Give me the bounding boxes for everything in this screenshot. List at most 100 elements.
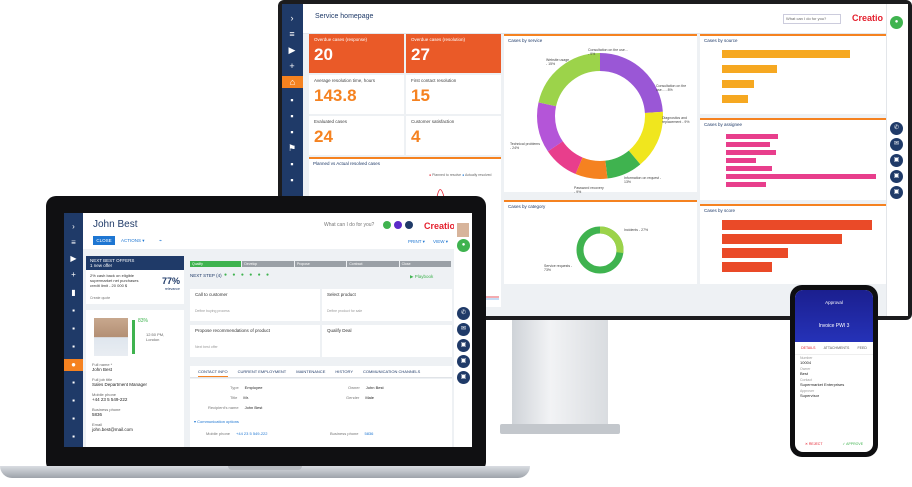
tile-satisfaction[interactable]: Customer satisfaction 4 [406, 116, 501, 155]
tab-contact-info[interactable]: CONTACT INFO [198, 366, 228, 377]
stage-develop[interactable]: Develop [242, 261, 294, 267]
chevron-right-icon[interactable]: › [72, 222, 75, 231]
phone-title: Approval [825, 300, 843, 305]
field-business-phone[interactable]: Business phone 5836 [330, 431, 373, 436]
field-type[interactable]: Type Employee [230, 385, 262, 390]
stage-propose[interactable]: Propose [294, 261, 347, 267]
chat-icon[interactable]: ▣ [457, 339, 470, 352]
cart-icon[interactable]: ▪ [72, 378, 75, 387]
tab-current-employment[interactable]: CURRENT EMPLOYMENT [237, 369, 287, 374]
create-quote-link[interactable]: Create quote [90, 296, 111, 300]
feed-icon[interactable]: ▣ [457, 371, 470, 384]
tab-maintenance[interactable]: MAINTENANCE [296, 369, 326, 374]
menu-icon[interactable]: ≡ [289, 29, 295, 39]
search-input[interactable]: What can I do for you? [324, 222, 375, 228]
assignee-bar [726, 174, 876, 179]
field-title[interactable]: Title Mr. [230, 395, 249, 400]
tab-history[interactable]: HISTORY [335, 369, 354, 374]
stage-contract[interactable]: Contract [347, 261, 399, 267]
invoice-title: Invoice PWI 3 [818, 323, 850, 329]
stage-close[interactable]: Close [399, 261, 452, 267]
tab-feed[interactable]: FEED [857, 346, 867, 350]
tab-attachments[interactable]: ATTACHMENTS [823, 346, 850, 350]
step-call-customer[interactable]: Call to customer Define buying process [190, 289, 320, 321]
playbook-link[interactable]: ▶ Playbook [410, 274, 434, 279]
user-avatar[interactable] [457, 223, 469, 237]
tile-overdue-response[interactable]: Overdue cases (response) 20 [309, 34, 404, 73]
notifications-icon[interactable]: ▣ [457, 355, 470, 368]
book-icon[interactable]: ▪ [72, 432, 75, 441]
help-icon[interactable] [405, 221, 413, 229]
field-mobile[interactable]: Mobile phone +44 23 5 549-222 [92, 392, 127, 402]
actions-button[interactable]: ACTIONS ▾ [121, 238, 145, 243]
field-full-name[interactable]: Full name * John Best [92, 362, 112, 372]
view-button[interactable]: VIEW ▾ [433, 239, 449, 244]
assistant-icon[interactable]: ● [457, 239, 470, 252]
stage-qualify[interactable]: Qualify [190, 261, 242, 267]
search-input[interactable]: What can I do for you? [783, 14, 841, 24]
contacts-icon[interactable]: ▪ [290, 95, 294, 105]
products-icon[interactable]: ▪ [72, 396, 75, 405]
dashboard-icon[interactable]: ▮ [71, 288, 76, 297]
feed-icon[interactable]: ▣ [890, 170, 903, 183]
tile-avg-resolution[interactable]: Average resolution time, hours 143.8 [309, 75, 404, 114]
monitor-right-panel: ● ✆ ✉ ▣ ▣ ▣ [886, 4, 908, 316]
field-label: Mobile phone [92, 392, 117, 397]
phone-field: Number 10004 [795, 355, 873, 366]
communication-options-section[interactable]: ▾ Communication options [194, 419, 239, 424]
book-icon[interactable]: ▪ [290, 175, 294, 185]
feed-icon[interactable]: ▪ [72, 306, 75, 315]
notifications-icon[interactable]: ▣ [890, 186, 903, 199]
flag-icon[interactable]: ⚑ [287, 143, 297, 153]
plus-icon[interactable]: + [71, 270, 76, 279]
next-best-offers: NEXT BEST OFFERS 1 new offer 2% cash bac… [86, 256, 184, 304]
field-mobile-phone[interactable]: Mobile phone +44 23 5 549-222 [206, 431, 268, 436]
play-icon[interactable]: ▶ [288, 45, 296, 55]
field-recipient[interactable]: Recipient's name John Best [208, 405, 262, 410]
approve-button[interactable]: ✓ APPROVE [842, 442, 864, 446]
monitor-stand-base [500, 424, 620, 434]
play-icon[interactable]: ▶ [70, 254, 77, 263]
accounts-icon[interactable]: ▪ [72, 324, 75, 333]
phone-icon[interactable]: ✆ [457, 307, 470, 320]
field-business[interactable]: Business phone 5836 [92, 407, 120, 417]
phone-icon[interactable]: ✆ [890, 122, 903, 135]
plus-icon[interactable]: + [289, 61, 295, 71]
chat-icon[interactable]: ▪ [290, 159, 294, 169]
tile-evaluated[interactable]: Evaluated cases 24 [309, 116, 404, 155]
menu-icon[interactable]: ≡ [71, 238, 76, 247]
reject-button[interactable]: ✕ REJECT [804, 442, 823, 446]
step-select-product[interactable]: Select product Define product for sale [322, 289, 452, 321]
step-propose[interactable]: Propose recommendations of product Next b… [190, 325, 320, 357]
activity-icons[interactable]: ● ● ● ● ● ● [224, 272, 272, 278]
contacts-icon[interactable]: ● [64, 359, 83, 371]
tab-details[interactable]: DETAILS [801, 346, 816, 350]
play-circle-icon[interactable] [394, 221, 402, 229]
tile-label: Customer satisfaction [411, 119, 455, 124]
email-icon[interactable]: ✉ [457, 323, 470, 336]
home-icon[interactable]: ⌂ [282, 76, 303, 88]
calendar-icon[interactable]: ▪ [72, 342, 75, 351]
field-gender[interactable]: Gender Male [346, 395, 374, 400]
close-button[interactable]: CLOSE [93, 236, 115, 245]
print-button[interactable]: PRINT ▾ [408, 239, 425, 244]
chevron-right-icon[interactable]: › [290, 13, 294, 23]
tab-communication-channels[interactable]: COMMUNICATION CHANNELS [363, 369, 421, 374]
assistant-icon[interactable]: ● [890, 16, 903, 29]
field-value: 5836 [364, 431, 374, 436]
nbo-title: NEXT BEST OFFERS [90, 258, 135, 263]
tile-first-contact[interactable]: First contact resolution 15 [406, 75, 501, 114]
step-title: Select product [327, 292, 356, 297]
chat-icon[interactable]: ▣ [890, 154, 903, 167]
step-qualify-deal[interactable]: Qualify Deal [322, 325, 452, 357]
accounts-icon[interactable]: ▪ [290, 111, 294, 121]
tile-overdue-resolution[interactable]: Overdue cases (resolution) 27 [406, 34, 501, 73]
invoices-icon[interactable]: ▪ [72, 414, 75, 423]
green-status-icon[interactable] [383, 221, 391, 229]
field-email[interactable]: Email john.best@mail.com [92, 422, 133, 432]
email-icon[interactable]: ✉ [890, 138, 903, 151]
cases-icon[interactable]: ▪ [290, 127, 294, 137]
field-owner[interactable]: Owner John Best [348, 385, 384, 390]
attach-icon[interactable]: ⌁ [159, 238, 163, 244]
field-job-title[interactable]: Full job title Sales Department Manager [92, 377, 147, 387]
